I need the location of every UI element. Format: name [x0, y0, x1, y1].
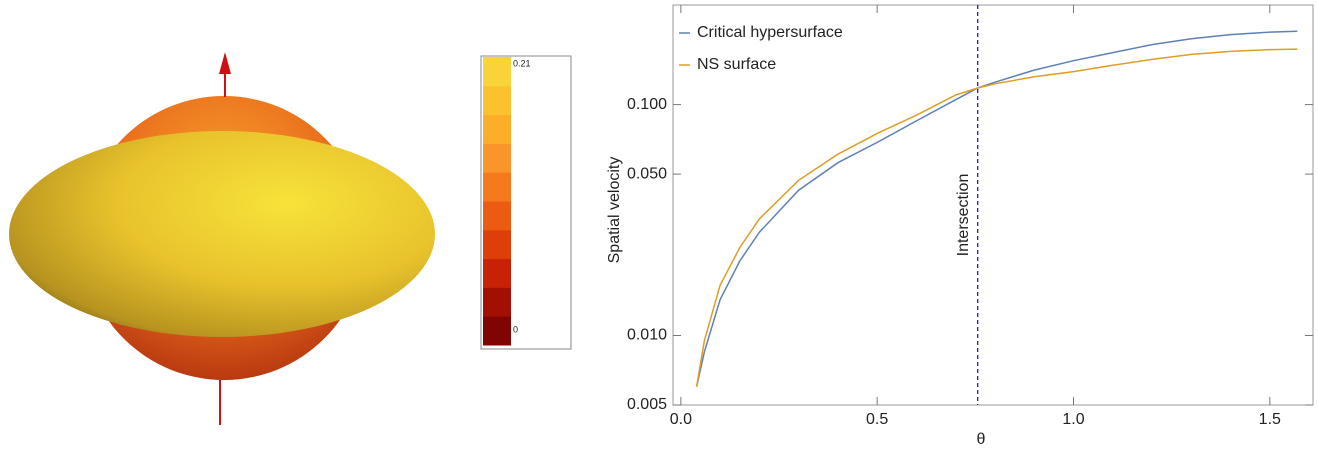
ellipsoid: [9, 131, 435, 337]
arrow-head: [219, 52, 231, 74]
y-tick-label: 0.100: [627, 96, 667, 113]
colorbar-tick-label: 0: [513, 324, 518, 334]
y-tick-label: 0.005: [627, 396, 667, 413]
colorbar-swatch: [483, 114, 511, 144]
colorbar-swatch: [483, 287, 511, 317]
colorbar-swatch: [483, 316, 511, 346]
x-tick-label: 0.0: [670, 411, 692, 428]
plot-frame: [672, 4, 1314, 406]
legend-label: Critical hypersurface: [697, 24, 843, 41]
legend-label: NS surface: [697, 56, 776, 73]
colorbar-swatch: [483, 172, 511, 202]
y-axis-label: Spatial velocity: [606, 157, 623, 264]
series-line: [695, 48, 1298, 387]
x-tick-label: 1.5: [1259, 411, 1281, 428]
colorbar-swatch: [483, 143, 511, 173]
series-line: [695, 30, 1298, 387]
x-tick-label: 1.0: [1062, 411, 1084, 428]
colorbar-tick-label: 0.21: [513, 58, 531, 68]
y-tick-label: 0.010: [627, 327, 667, 344]
plot: 0.005 0.010 0.050 0.100 0.0 0.5 1.0 1.5 Spatial …: [606, 5, 1313, 448]
colorbar-swatch: [483, 201, 511, 231]
x-axis-label: θ: [977, 431, 986, 448]
x-tick-label: 0.5: [866, 411, 888, 428]
colorbar-swatch: [483, 57, 511, 87]
y-tick-label: 0.050: [627, 165, 667, 182]
annotation-label: Intersection: [955, 174, 972, 257]
colorbar: 00.21: [483, 57, 531, 346]
colorbar-swatch: [483, 85, 511, 116]
colorbar-swatch: [483, 258, 511, 288]
surface-render: [9, 52, 435, 425]
colorbar-swatch: [483, 229, 511, 260]
